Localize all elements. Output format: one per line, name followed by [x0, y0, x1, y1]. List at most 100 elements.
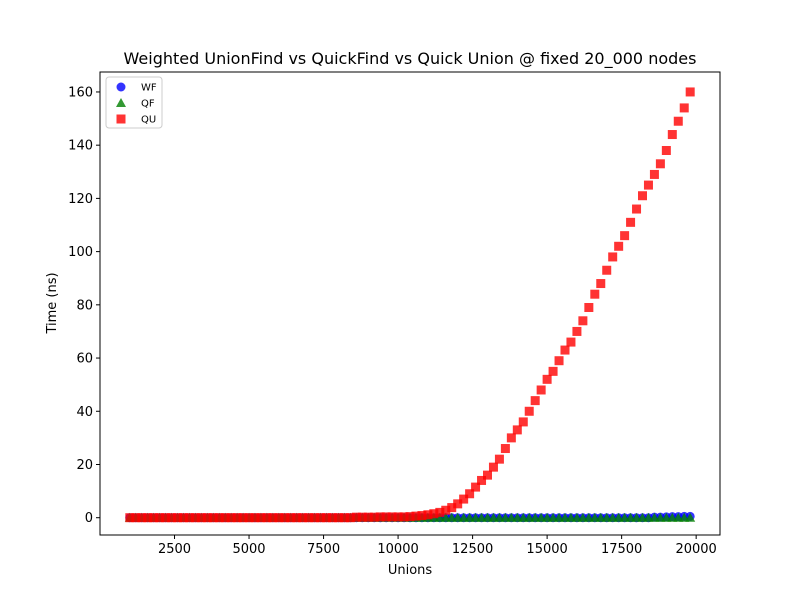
qu-point	[602, 265, 612, 275]
x-tick-label: 17500	[601, 542, 642, 557]
y-tick-label: 140	[68, 139, 93, 154]
qu-point	[488, 462, 498, 472]
qu-point	[161, 513, 171, 523]
legend-marker-qu	[116, 114, 126, 124]
qu-point	[620, 231, 630, 241]
qu-point	[322, 513, 332, 523]
y-tick-label: 40	[76, 405, 93, 420]
qu-point	[560, 345, 570, 355]
qu-point	[339, 513, 349, 523]
chart-title: Weighted UnionFind vs QuickFind vs Quick…	[124, 49, 697, 69]
qu-point	[310, 513, 320, 523]
qu-point	[131, 513, 141, 523]
qu-point	[596, 279, 606, 289]
qu-point	[167, 513, 177, 523]
qu-point	[494, 454, 504, 464]
qu-point	[202, 513, 212, 523]
qu-point	[632, 204, 642, 214]
qu-point	[143, 513, 153, 523]
legend-marker-qf	[116, 98, 126, 107]
qu-point	[405, 512, 415, 522]
qu-point	[357, 512, 367, 522]
qu-point	[465, 489, 475, 499]
qu-point	[268, 513, 278, 523]
qu-point	[375, 512, 385, 522]
y-tick-label: 160	[68, 85, 93, 100]
legend-label-wf: WF	[141, 83, 157, 94]
qu-point	[256, 513, 266, 523]
qu-point	[238, 513, 248, 523]
y-axis-label: Time (ns)	[45, 272, 60, 334]
qu-point	[649, 169, 659, 179]
qu-point	[685, 87, 695, 97]
qu-point	[441, 505, 451, 515]
qu-point	[196, 513, 206, 523]
x-tick-label: 15000	[526, 542, 567, 557]
qu-point	[155, 513, 165, 523]
qu-point	[381, 512, 391, 522]
x-tick-label: 7500	[307, 542, 340, 557]
qu-point	[298, 513, 308, 523]
y-tick-label: 100	[68, 245, 93, 260]
qu-point	[178, 513, 188, 523]
qu-point	[643, 180, 653, 190]
qu-point	[626, 217, 636, 227]
qu-point	[220, 513, 230, 523]
qu-point	[149, 513, 159, 523]
qu-point	[459, 494, 469, 504]
qu-point	[679, 103, 689, 113]
qu-point	[453, 499, 463, 509]
qu-point	[369, 512, 379, 522]
qu-point	[506, 433, 516, 443]
qu-point	[661, 145, 671, 155]
plot-marks	[124, 87, 696, 523]
axis-ticks: 2500 5000 7500 10000 12500 15000 17500 20000 0 20…	[68, 85, 717, 557]
y-tick-label: 60	[76, 352, 93, 367]
qu-point	[411, 511, 421, 521]
axes-frame	[99, 71, 721, 536]
y-tick-label: 80	[76, 298, 93, 313]
qu-point	[524, 406, 534, 416]
qu-point	[447, 503, 457, 513]
qu-point	[638, 191, 647, 201]
qu-point	[477, 475, 487, 485]
qu-point	[483, 470, 492, 480]
qu-point	[500, 444, 510, 454]
qu-point	[530, 396, 540, 406]
qu-point	[351, 512, 361, 522]
qu-point	[125, 513, 135, 523]
qu-point	[345, 513, 355, 523]
x-tick-label: 10000	[377, 542, 418, 557]
qu-point	[608, 252, 618, 262]
qu-point	[578, 316, 588, 326]
qu-point	[673, 116, 683, 126]
qu-point	[667, 130, 677, 140]
qu-point	[429, 509, 439, 519]
y-tick-label: 120	[68, 192, 93, 207]
x-axis-label: Unions	[388, 563, 433, 578]
y-tick-label: 20	[76, 458, 93, 473]
qu-point	[512, 425, 522, 435]
qu-point	[542, 374, 552, 384]
legend: WF QF QU	[105, 76, 163, 129]
qu-point	[262, 513, 272, 523]
x-tick-label: 5000	[232, 542, 265, 557]
qu-point	[399, 512, 409, 522]
qu-point	[614, 241, 624, 251]
qu-point	[566, 337, 576, 347]
qf-point	[685, 512, 696, 522]
qu-point	[333, 513, 343, 523]
qu-point	[286, 513, 296, 523]
qu-point	[548, 366, 558, 376]
qu-point	[655, 159, 665, 169]
qu-point	[471, 482, 481, 492]
qu-point	[572, 326, 582, 336]
qu-point	[584, 302, 594, 312]
x-tick-label: 20000	[675, 542, 716, 557]
qu-point	[214, 513, 224, 523]
qu-point	[304, 513, 314, 523]
legend-label-qf: QF	[141, 99, 155, 110]
qu-point	[190, 513, 200, 523]
